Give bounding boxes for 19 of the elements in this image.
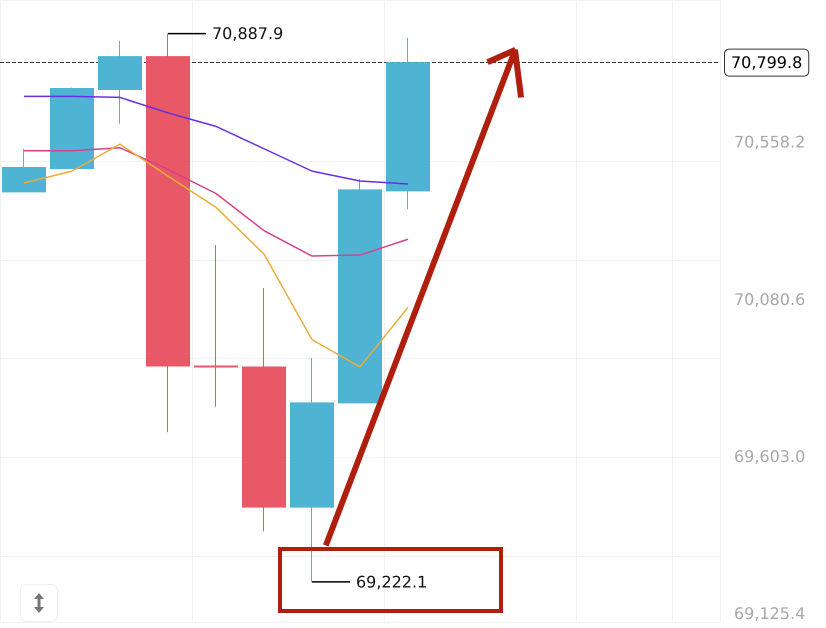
candlestick bbox=[194, 244, 238, 408]
candlestick bbox=[242, 287, 286, 532]
candlestick bbox=[98, 40, 142, 124]
candlestick bbox=[338, 178, 382, 404]
y-tick-label: 70,558.2 bbox=[734, 132, 806, 152]
line-series bbox=[23, 147, 409, 257]
candlestick bbox=[2, 148, 46, 192]
ref-line-label: 70,799.8 bbox=[731, 53, 802, 72]
annotation: 69,222.1 bbox=[356, 572, 428, 592]
y-tick-label: 69,603.0 bbox=[734, 446, 806, 466]
candlestick bbox=[146, 33, 190, 433]
candlestick bbox=[50, 87, 94, 169]
y-tick-label: 69,125.4 bbox=[734, 604, 806, 624]
annotation: 70,887.9 bbox=[212, 24, 284, 44]
line-series bbox=[23, 96, 409, 185]
line-series bbox=[23, 143, 409, 368]
y-tick-label: 70,080.6 bbox=[734, 290, 806, 309]
candlestick bbox=[290, 358, 334, 582]
candlestick bbox=[386, 37, 430, 210]
